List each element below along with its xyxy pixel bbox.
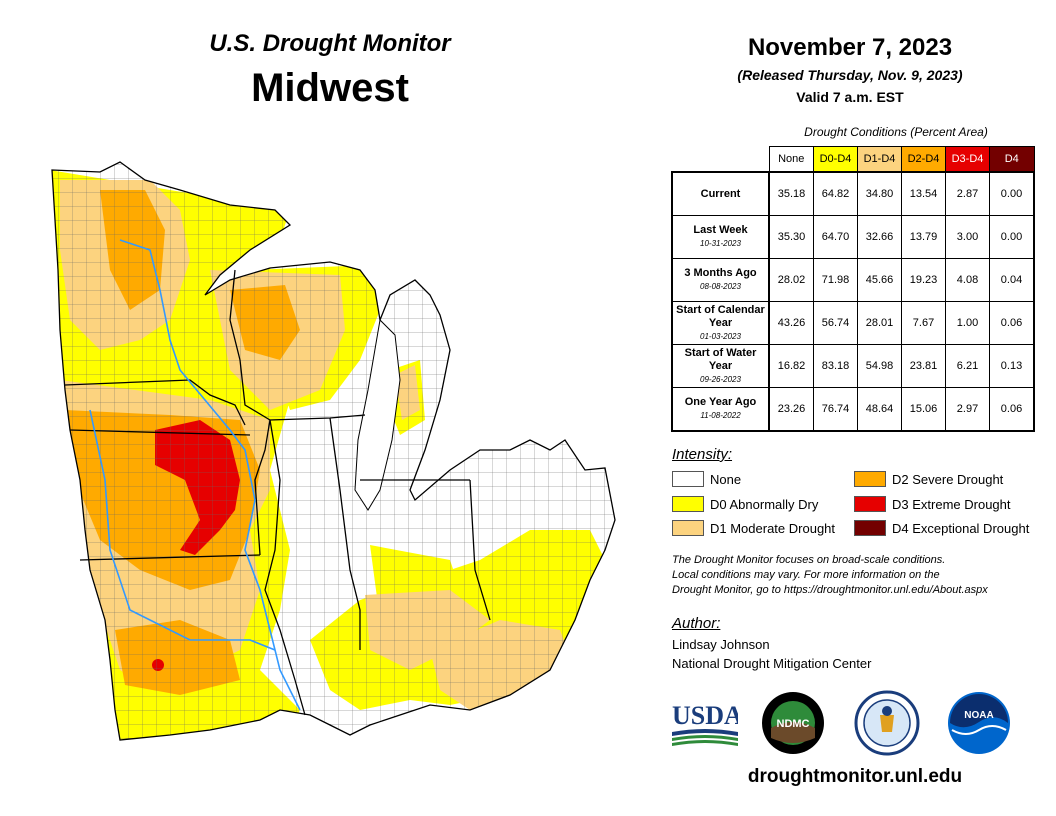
col-header: D3-D4: [945, 146, 990, 173]
table-cell: 28.02: [769, 258, 814, 302]
row-label: Current: [671, 171, 770, 216]
map-supertitle: U.S. Drought Monitor: [209, 30, 451, 57]
map-date: November 7, 2023: [747, 34, 953, 61]
svg-text:USDA: USDA: [672, 701, 738, 730]
table-cell: 71.98: [813, 258, 858, 302]
valid-time: Valid 7 a.m. EST: [796, 89, 904, 105]
legend-label: D4 Exceptional Drought: [892, 520, 1030, 536]
table-row: 3 Months Ago 08-08-2023 28.02 71.98 45.66…: [671, 258, 1035, 302]
col-header: None: [768, 146, 814, 173]
table-cell: 1.00: [945, 301, 990, 345]
legend-swatch: [672, 496, 704, 512]
table-cell: 4.08: [945, 258, 990, 302]
release-date: (Released Thursday, Nov. 9, 2023): [737, 67, 963, 83]
table-cell: 3.00: [945, 215, 990, 259]
table-cell: 0.13: [989, 344, 1035, 388]
table-cell: 48.64: [857, 387, 902, 432]
row-label: 3 Months Ago 08-08-2023: [671, 258, 770, 302]
table-cell: 83.18: [813, 344, 858, 388]
table-cell: 13.79: [901, 215, 946, 259]
table-cell: 23.81: [901, 344, 946, 388]
legend-label: None: [710, 471, 742, 487]
table-cell: 7.67: [901, 301, 946, 345]
legend-item-d1: D1 Moderate Drought: [672, 518, 835, 538]
legend-item-d2: D2 Severe Drought: [854, 469, 1003, 489]
table-row: Start of Calendar Year 01-03-2023 43.26 5…: [671, 301, 1035, 345]
legend-label: D3 Extreme Drought: [892, 496, 1011, 512]
author-title: Author:: [672, 615, 721, 632]
region-title: Midwest: [251, 66, 409, 110]
col-header: D2-D4: [901, 146, 946, 173]
legend-swatch: [854, 520, 886, 536]
table-cell: 45.66: [857, 258, 902, 302]
table-cell: 32.66: [857, 215, 902, 259]
col-header: D0-D4: [813, 146, 858, 173]
table-row: Current 35.18 64.82 34.80 13.54 2.87 0.0…: [671, 171, 1035, 216]
table-cell: 15.06: [901, 387, 946, 432]
table-cell: 64.70: [813, 215, 858, 259]
table-cell: 19.23: [901, 258, 946, 302]
legend-swatch: [672, 520, 704, 536]
legend-label: D1 Moderate Drought: [710, 520, 836, 536]
table-row: One Year Ago 11-08-2022 23.26 76.74 48.64…: [671, 387, 1035, 432]
col-header: D1-D4: [857, 146, 902, 173]
row-label: Last Week 10-31-2023: [671, 215, 770, 259]
table-cell: 0.00: [989, 215, 1035, 259]
svg-text:NDMC: NDMC: [777, 718, 810, 730]
noaa-seal-logo: [854, 690, 920, 756]
row-label: Start of Water Year 09-26-2023: [671, 344, 770, 388]
note-line: The Drought Monitor focuses on broad-sca…: [672, 554, 946, 566]
table-cell: 76.74: [813, 387, 858, 432]
legend-label: D2 Severe Drought: [892, 471, 1004, 487]
table-cell: 28.01: [857, 301, 902, 345]
table-cell: 6.21: [945, 344, 990, 388]
legend-item-d4: D4 Exceptional Drought: [854, 518, 1029, 538]
table-cell: 43.26: [769, 301, 814, 345]
table-header-row: None D0-D4 D1-D4 D2-D4 D3-D4 D4: [672, 146, 1035, 173]
drought-map: [51, 161, 616, 741]
note-line: Local conditions may vary. For more info…: [672, 569, 940, 581]
note-line: Drought Monitor, go to https://droughtmo…: [672, 584, 988, 596]
table-cell: 0.06: [989, 301, 1035, 345]
row-label: Start of Calendar Year 01-03-2023: [671, 301, 770, 345]
table-cell: 56.74: [813, 301, 858, 345]
drought-conditions-table: None D0-D4 D1-D4 D2-D4 D3-D4 D4 Current …: [671, 146, 1035, 432]
legend-title: Intensity:: [672, 446, 733, 463]
disclaimer-note: The Drought Monitor focuses on broad-sca…: [672, 553, 1052, 598]
table-row: Start of Water Year 09-26-2023 16.82 83.1…: [671, 344, 1035, 388]
table-cell: 2.97: [945, 387, 990, 432]
footer-url[interactable]: droughtmonitor.unl.edu: [747, 766, 963, 787]
legend-item-d3: D3 Extreme Drought: [854, 494, 1011, 514]
legend-swatch: [854, 496, 886, 512]
author-name: Lindsay Johnson: [672, 637, 770, 652]
legend-label: D0 Abnormally Dry: [710, 496, 819, 512]
legend-item-none: None: [672, 469, 741, 489]
legend-swatch: [672, 471, 704, 487]
table-cell: 0.06: [989, 387, 1035, 432]
table-cell: 23.26: [769, 387, 814, 432]
col-header: D4: [989, 146, 1035, 173]
row-label: One Year Ago 11-08-2022: [671, 387, 770, 432]
table-cell: 16.82: [769, 344, 814, 388]
usda-logo: USDA: [672, 701, 738, 746]
table-cell: 35.18: [769, 171, 814, 216]
legend-swatch: [854, 471, 886, 487]
table-row: Last Week 10-31-2023 35.30 64.70 32.66 13…: [671, 215, 1035, 259]
ndmc-logo: NDMC: [762, 692, 824, 754]
table-cell: 34.80: [857, 171, 902, 216]
table-cell: 35.30: [769, 215, 814, 259]
author-org: National Drought Mitigation Center: [672, 656, 872, 671]
svg-text:NOAA: NOAA: [964, 710, 993, 721]
table-cell: 64.82: [813, 171, 858, 216]
table-cell: 54.98: [857, 344, 902, 388]
table-cell: 0.04: [989, 258, 1035, 302]
table-cell: 2.87: [945, 171, 990, 216]
table-cell: 13.54: [901, 171, 946, 216]
table-cell: 0.00: [989, 171, 1035, 216]
table-header-blank: [672, 147, 769, 173]
noaa-logo: NOAA: [948, 692, 1010, 754]
legend-item-d0: D0 Abnormally Dry: [672, 494, 818, 514]
table-caption: Drought Conditions (Percent Area): [804, 125, 988, 139]
